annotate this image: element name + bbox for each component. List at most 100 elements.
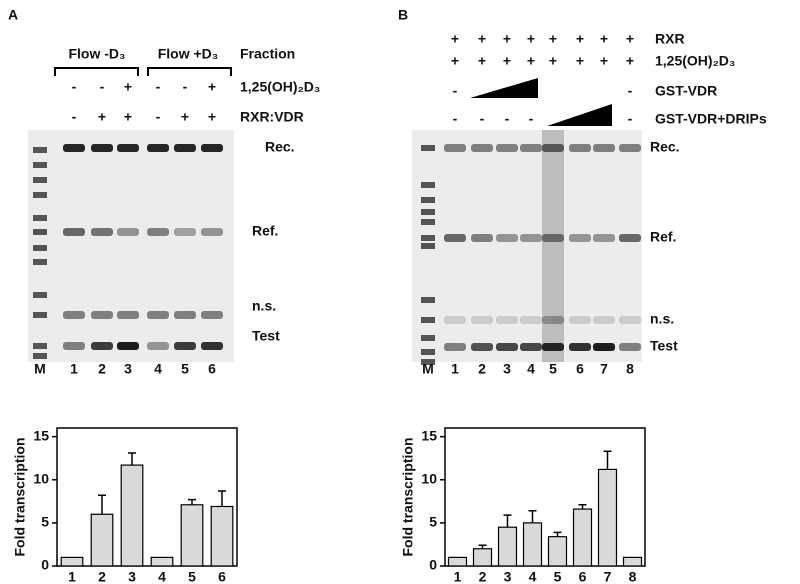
y-tick-label: 0 — [429, 557, 437, 573]
bar — [572, 508, 593, 567]
gel-band — [619, 316, 641, 324]
band-label: Test — [252, 328, 280, 344]
gel-band — [91, 311, 113, 319]
condition-mark: + — [124, 109, 132, 125]
plot-frame — [444, 427, 646, 567]
y-tick-label: 0 — [41, 557, 49, 573]
error-bar — [188, 498, 196, 505]
condition-mark: + — [576, 53, 584, 69]
wedge — [547, 104, 612, 126]
lane-label: 6 — [208, 361, 216, 377]
condition-mark: + — [98, 109, 106, 125]
lane-label: 4 — [527, 361, 535, 377]
gel-band — [174, 228, 196, 236]
x-tick-label: 5 — [188, 569, 196, 584]
gel-band — [201, 342, 223, 350]
lane-label: M — [422, 361, 434, 377]
condition-mark: - — [156, 109, 161, 125]
x-tick-label: 8 — [629, 569, 637, 584]
gel-band — [619, 144, 641, 152]
condition-mark: + — [600, 53, 608, 69]
condition-label: GST-VDR+DRIPs — [655, 111, 767, 127]
bar — [547, 536, 568, 567]
marker-band — [33, 215, 47, 221]
bar — [90, 513, 114, 567]
marker-band — [421, 182, 435, 188]
bar — [120, 464, 144, 567]
condition-mark: - — [156, 79, 161, 95]
condition-mark: + — [451, 53, 459, 69]
condition-mark: - — [529, 111, 534, 127]
x-tick-label: 7 — [604, 569, 612, 584]
marker-band — [33, 147, 47, 153]
lane-label: 1 — [451, 361, 459, 377]
gel-band — [520, 343, 542, 351]
gel-band — [201, 228, 223, 236]
condition-mark: + — [451, 31, 459, 47]
bar — [472, 548, 493, 567]
band-label: Ref. — [252, 223, 278, 239]
lane-label: 5 — [181, 361, 189, 377]
gel-band — [117, 342, 139, 350]
panel-letter: A — [8, 7, 18, 23]
x-tick-label: 4 — [529, 569, 537, 584]
x-tick-label: 1 — [454, 569, 462, 584]
condition-mark: + — [124, 79, 132, 95]
wedge — [470, 78, 538, 98]
fraction-label: Fraction — [240, 46, 295, 62]
error-bar — [528, 510, 537, 523]
condition-mark: - — [183, 79, 188, 95]
fraction-header: Flow +D₃ — [158, 46, 219, 62]
x-tick-label: 6 — [218, 569, 226, 584]
marker-band — [33, 245, 47, 251]
gel-band — [520, 144, 542, 152]
gel-band — [444, 234, 466, 242]
gel-band — [569, 316, 591, 324]
gel-band — [471, 316, 493, 324]
gel-band — [593, 234, 615, 242]
condition-mark: + — [208, 109, 216, 125]
bar — [597, 468, 618, 567]
marker-band — [421, 349, 435, 355]
condition-mark: + — [503, 53, 511, 69]
lane-label: 5 — [549, 361, 557, 377]
lane-label: 8 — [626, 361, 634, 377]
gel-band — [542, 144, 564, 152]
x-tick-label: 6 — [579, 569, 587, 584]
gel-band — [444, 343, 466, 351]
band-label: Rec. — [650, 139, 680, 155]
error-bar — [603, 450, 612, 470]
condition-mark: + — [527, 31, 535, 47]
condition-mark: + — [503, 31, 511, 47]
gel-b — [412, 130, 642, 362]
x-tick-label: 1 — [68, 569, 76, 584]
marker-band — [421, 359, 435, 365]
marker-band — [421, 335, 435, 341]
y-axis-label: Fold transcription — [400, 438, 416, 557]
condition-mark: + — [527, 53, 535, 69]
y-tick-label: 10 — [33, 470, 49, 486]
bracket — [54, 67, 232, 76]
y-tick-label: 15 — [421, 427, 437, 443]
gel-band — [496, 144, 518, 152]
gel-band — [471, 144, 493, 152]
marker-band — [421, 145, 435, 151]
error-bar — [98, 494, 106, 515]
gel-band — [619, 343, 641, 351]
error-bar — [478, 544, 487, 549]
marker-band — [33, 229, 47, 235]
gel-band — [496, 343, 518, 351]
x-tick-label: 3 — [504, 569, 512, 584]
marker-band — [33, 177, 47, 183]
gel-band — [619, 234, 641, 242]
gel-band — [569, 343, 591, 351]
condition-mark: + — [478, 31, 486, 47]
gel-band — [471, 343, 493, 351]
condition-label: 1,25(OH)₂D₃ — [240, 79, 320, 95]
y-tick-label: 5 — [41, 514, 49, 530]
bar — [180, 504, 204, 567]
marker-band — [421, 235, 435, 241]
condition-mark: - — [72, 109, 77, 125]
lane-label: 4 — [154, 361, 162, 377]
gel-a — [28, 130, 234, 362]
